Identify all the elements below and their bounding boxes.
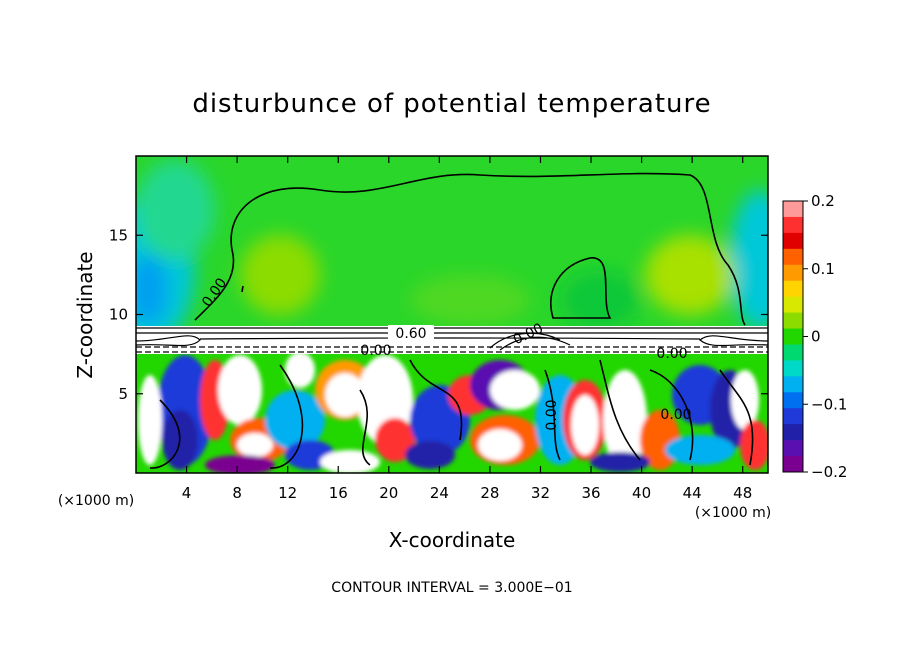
y-axis: 5 10 15	[109, 226, 768, 403]
inversion-band	[136, 326, 768, 354]
colorbar-swatch	[783, 360, 803, 377]
y-tick-label: 15	[109, 226, 128, 244]
contour-label-060: 0.60	[395, 326, 426, 342]
colorbar-tick-label: −0.2	[811, 463, 847, 481]
colorbar-tick-label: 0.1	[811, 260, 835, 278]
x-tick-label: 28	[480, 484, 499, 502]
colorbar-tick-label: 0	[811, 328, 821, 346]
colorbar-swatch	[783, 376, 803, 393]
chart-title: disturbunce of potential temperature	[192, 89, 711, 119]
contour-label-000-e: 0.00	[544, 399, 560, 430]
x-axis: 4 8 12 16 20 24 28 32 36 40 44 48	[182, 156, 752, 502]
x-tick-label: 12	[278, 484, 297, 502]
colorbar-swatch	[783, 232, 803, 250]
x-unit-left: (×1000 m)	[58, 493, 134, 509]
x-tick-label: 24	[430, 484, 449, 502]
colorbar-swatch	[783, 408, 803, 425]
contour-label-bg	[388, 325, 434, 341]
x-tick-label: 16	[329, 484, 348, 502]
colorbar-tick-label: −0.1	[811, 395, 847, 413]
colorbar-swatch	[783, 296, 803, 314]
colorbar-swatch	[783, 344, 803, 361]
colorbar-swatch	[783, 392, 803, 409]
colorbar-swatch	[783, 424, 803, 441]
x-tick-label: 4	[182, 484, 192, 502]
zero-contours	[149, 172, 754, 469]
x-tick-label: 48	[733, 484, 752, 502]
heatmap-field	[136, 156, 768, 473]
x-tick-label: 44	[683, 484, 702, 502]
field-upper-gradients	[136, 160, 768, 345]
inversion-contours	[136, 327, 768, 353]
x-tick-label: 40	[632, 484, 651, 502]
y-axis-label: Z-coordinate	[73, 251, 97, 378]
contour-label-000-d: 0.00	[656, 346, 687, 362]
x-tick-label: 20	[379, 484, 398, 502]
field-lower-eddies	[138, 352, 768, 473]
x-tick-label: 36	[581, 484, 600, 502]
contour-label-000-f: 0.00	[660, 407, 691, 423]
y-tick-label: 5	[118, 385, 128, 403]
x-tick-label: 8	[232, 484, 242, 502]
colorbar-swatch	[783, 264, 803, 282]
colorbar-swatch	[783, 328, 803, 345]
colorbar: 0.2 0.1 0 −0.1 −0.2	[782, 192, 847, 481]
colorbar-swatch	[783, 248, 803, 266]
colorbar-tick-label: 0.2	[811, 192, 835, 210]
colorbar-swatch	[783, 440, 803, 457]
y-tick-label: 10	[109, 306, 128, 324]
contour-interval-note: CONTOUR INTERVAL = 3.000E−01	[331, 580, 572, 596]
colorbar-swatch	[783, 280, 803, 298]
contour-label-000-a: 0.00	[360, 343, 391, 359]
x-axis-label: X-coordinate	[389, 528, 516, 552]
colorbar-swatch	[783, 456, 803, 473]
colorbar-swatch	[783, 312, 803, 330]
x-unit-right: (×1000 m)	[695, 505, 771, 521]
colorbar-swatch	[783, 201, 803, 218]
colorbar-swatch	[783, 216, 803, 234]
x-tick-label: 32	[531, 484, 550, 502]
